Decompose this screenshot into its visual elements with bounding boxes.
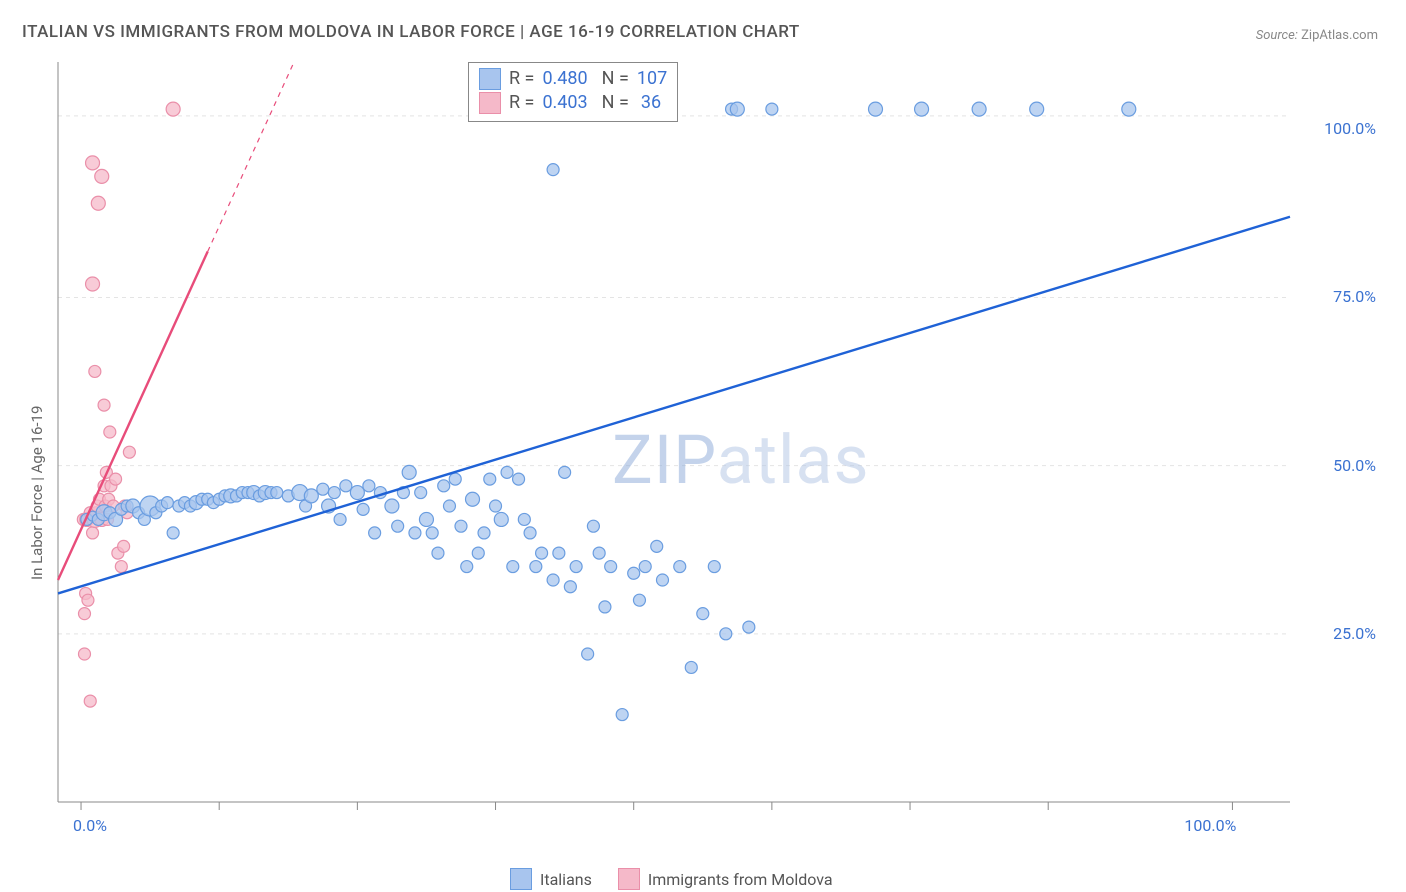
legend-r-value: 0.480 bbox=[542, 67, 587, 91]
legend-label: Immigrants from Moldova bbox=[648, 870, 833, 889]
legend-item-moldova: Immigrants from Moldova bbox=[618, 868, 833, 890]
legend-label: Italians bbox=[540, 870, 592, 889]
swatch-italians bbox=[510, 868, 532, 890]
legend-r-label: R = bbox=[509, 67, 534, 91]
legend-n-label: N = bbox=[602, 91, 629, 115]
x-tick-label: 100.0% bbox=[1184, 816, 1236, 835]
legend-r-label: R = bbox=[509, 91, 534, 115]
source-label: Source: bbox=[1256, 28, 1298, 43]
chart-container bbox=[52, 60, 1382, 850]
correlation-legend: R = 0.480 N = 107 R = 0.403 N = 36 bbox=[468, 62, 678, 122]
legend-row-italians: R = 0.480 N = 107 bbox=[479, 67, 667, 91]
legend-n-label: N = bbox=[602, 67, 629, 91]
legend-item-italians: Italians bbox=[510, 868, 592, 890]
y-tick-label: 50.0% bbox=[1296, 456, 1376, 475]
legend-r-value: 0.403 bbox=[542, 91, 587, 115]
scatter-chart bbox=[52, 60, 1382, 850]
y-tick-label: 100.0% bbox=[1296, 119, 1376, 138]
source-name: ZipAtlas.com bbox=[1301, 28, 1378, 43]
y-axis-label: In Labor Force | Age 16-19 bbox=[28, 406, 46, 580]
chart-title: ITALIAN VS IMMIGRANTS FROM MOLDOVA IN LA… bbox=[22, 22, 800, 42]
x-tick-label: 0.0% bbox=[73, 816, 107, 835]
swatch-moldova bbox=[479, 92, 501, 114]
swatch-italians bbox=[479, 68, 501, 90]
source-attribution: Source: ZipAtlas.com bbox=[1256, 28, 1378, 43]
y-tick-label: 25.0% bbox=[1296, 624, 1376, 643]
legend-n-value: 107 bbox=[637, 67, 667, 91]
y-tick-label: 75.0% bbox=[1296, 287, 1376, 306]
legend-row-moldova: R = 0.403 N = 36 bbox=[479, 91, 667, 115]
series-legend: Italians Immigrants from Moldova bbox=[510, 868, 833, 890]
swatch-moldova bbox=[618, 868, 640, 890]
legend-n-value: 36 bbox=[641, 91, 661, 115]
